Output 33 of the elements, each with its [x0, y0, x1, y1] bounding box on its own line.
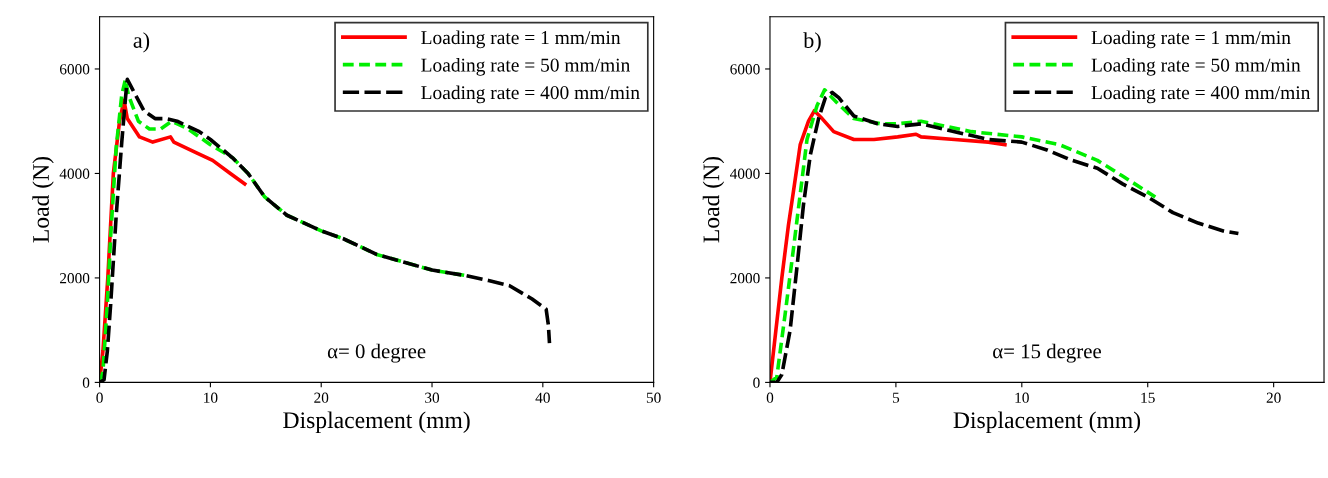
legend-label: Loading rate = 50 mm/min	[421, 57, 631, 76]
y-tick-label: 2000	[730, 273, 760, 284]
legend-label: Loading rate = 400 mm/min	[421, 85, 640, 104]
y-tick-label: 2000	[59, 273, 90, 284]
x-tick-label: 0	[766, 392, 774, 403]
x-tick-label: 40	[535, 392, 550, 403]
y-tick-label: 4000	[730, 168, 760, 179]
y-tick-label: 6000	[59, 64, 90, 75]
y-tick-label: 6000	[730, 64, 760, 75]
x-tick-label: 20	[314, 392, 329, 403]
annotation: α= 0 degree	[327, 343, 426, 363]
x-tick-label: 5	[892, 392, 900, 403]
x-tick-label: 20	[1266, 392, 1281, 403]
x-tick-label: 15	[1141, 392, 1155, 403]
y-axis-title: Load (N)	[32, 157, 54, 243]
text: b)	[803, 32, 821, 53]
y-tick-label: 4000	[59, 168, 90, 179]
y-axis-title: Load (N)	[702, 157, 725, 243]
y-tick-label: 0	[753, 377, 760, 388]
x-axis-title: Displacement (mm)	[283, 411, 470, 433]
x-tick-label: 10	[204, 392, 218, 403]
x-axis-title: Displacement (mm)	[953, 411, 1141, 433]
legend-label: Loading rate = 1 mm/min	[1091, 30, 1291, 49]
annotation: α= 15 degree	[993, 343, 1101, 363]
x-tick-label: 50	[646, 392, 661, 403]
x-tick-label: 10	[1015, 392, 1029, 403]
legend-label: Loading rate = 50 mm/min	[1091, 57, 1301, 76]
x-tick-label: 30	[425, 392, 440, 403]
legend-label: Loading rate = 400 mm/min	[1091, 85, 1311, 104]
x-tick-label: 0	[96, 392, 103, 403]
legend-label: Loading rate = 1 mm/min	[421, 30, 621, 49]
y-tick-label: 0	[82, 377, 90, 388]
text: a)	[133, 32, 150, 53]
